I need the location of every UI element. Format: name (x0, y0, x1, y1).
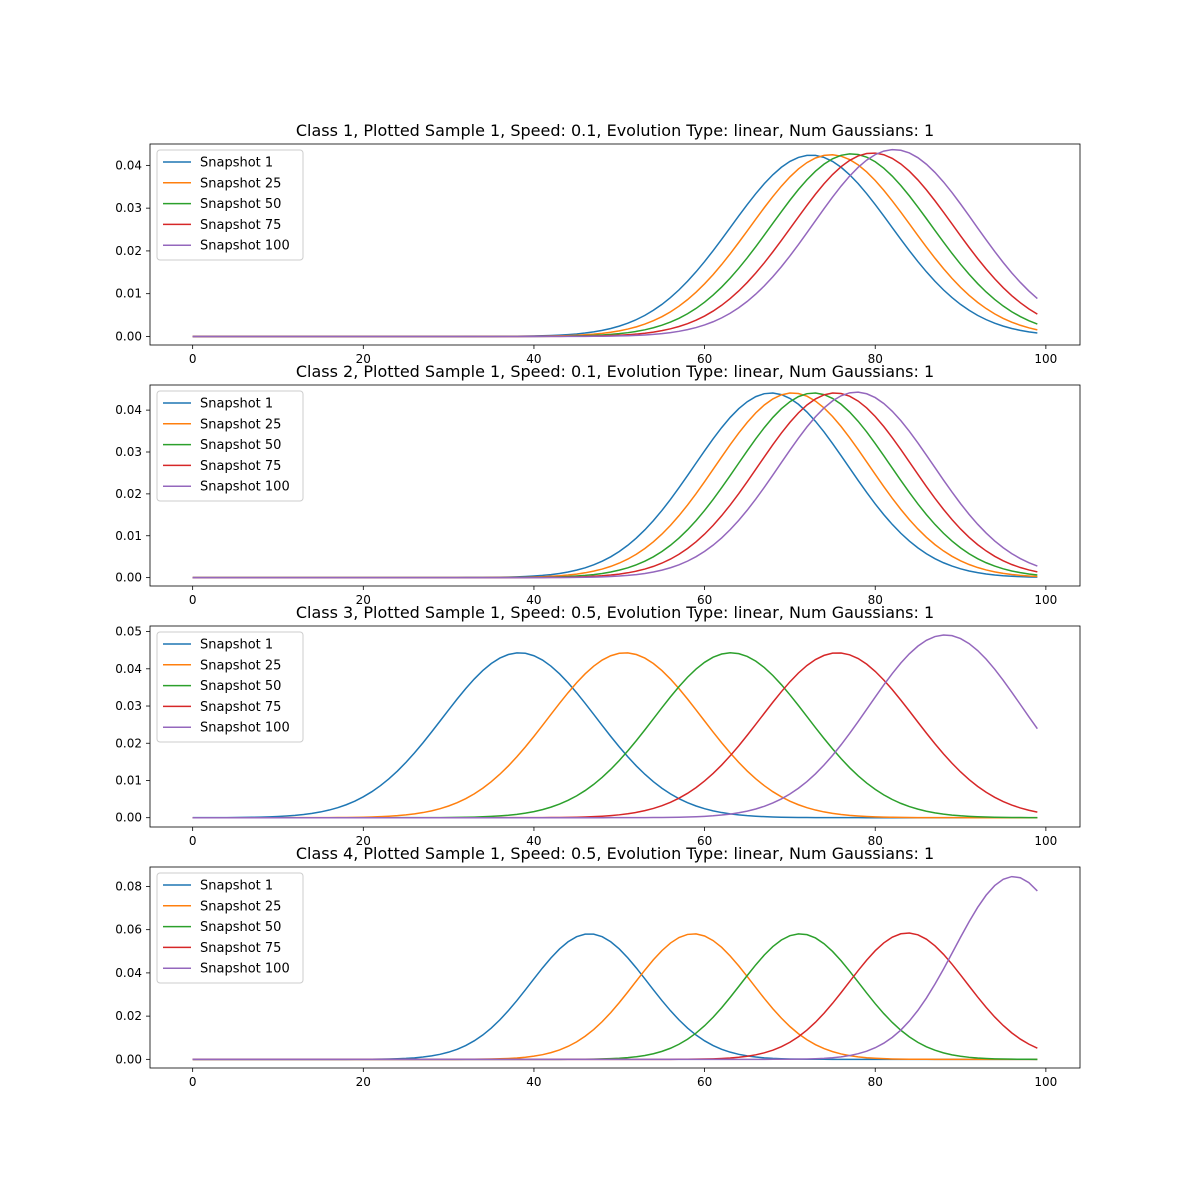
legend-label: Snapshot 25 (200, 658, 281, 673)
legend-label: Snapshot 1 (200, 638, 273, 653)
legend-box (156, 872, 304, 984)
y-tick-label: 0.01 (115, 773, 142, 787)
x-tick-label: 0 (189, 593, 197, 607)
x-tick-label: 40 (526, 834, 541, 848)
legend-label: Snapshot 75 (200, 700, 281, 715)
y-tick-label: 0.02 (115, 244, 142, 258)
legend-label: Snapshot 50 (200, 920, 281, 935)
axes-frame (149, 866, 1081, 1069)
legend-label: Snapshot 50 (200, 197, 281, 212)
x-tick-label: 0 (189, 834, 197, 848)
legend-box (156, 390, 304, 502)
axes-frame (149, 625, 1081, 828)
legend-label: Snapshot 100 (200, 480, 290, 495)
x-tick-label: 0 (189, 352, 197, 366)
x-tick-label: 100 (1034, 834, 1057, 848)
chart-panel-2: Class 2, Plotted Sample 1, Speed: 0.1, E… (115, 362, 1081, 607)
legend-label: Snapshot 75 (200, 218, 281, 233)
y-tick-label: 0.00 (115, 571, 142, 585)
legend-label: Snapshot 100 (200, 721, 290, 736)
y-tick-label: 0.00 (115, 1052, 142, 1066)
legend-label: Snapshot 1 (200, 156, 273, 171)
y-tick-label: 0.04 (115, 403, 142, 417)
series-line-5 (192, 391, 1038, 579)
x-tick-label: 100 (1034, 1075, 1057, 1089)
chart-title: Class 3, Plotted Sample 1, Speed: 0.5, E… (296, 603, 934, 622)
x-tick-label: 80 (868, 1075, 883, 1089)
legend: Snapshot 1 Snapshot 25 Snapshot 50 Snapshot… (156, 149, 304, 261)
x-tick-label: 20 (356, 834, 371, 848)
chart-panel-4: Class 4, Plotted Sample 1, Speed: 0.5, E… (115, 844, 1081, 1089)
legend: Snapshot 1 Snapshot 25 Snapshot 50 Snapshot… (156, 872, 304, 984)
legend-label: Snapshot 25 (200, 417, 281, 432)
x-tick-label: 20 (356, 593, 371, 607)
x-tick-label: 40 (526, 352, 541, 366)
x-tick-label: 80 (868, 352, 883, 366)
x-tick-label: 80 (868, 593, 883, 607)
legend-label: Snapshot 100 (200, 239, 290, 254)
series-line-5 (192, 875, 1038, 1061)
y-tick-label: 0.02 (115, 487, 142, 501)
y-tick-label: 0.00 (115, 811, 142, 825)
y-tick-label: 0.06 (115, 923, 142, 937)
y-tick-label: 0.05 (115, 625, 142, 639)
y-tick-label: 0.08 (115, 879, 142, 893)
legend-box (156, 149, 304, 261)
x-tick-label: 40 (526, 1075, 541, 1089)
chart-panel-1: Class 1, Plotted Sample 1, Speed: 0.1, E… (115, 121, 1081, 366)
y-tick-label: 0.02 (115, 1009, 142, 1023)
legend-box (156, 631, 304, 743)
chart-panel-3: Class 3, Plotted Sample 1, Speed: 0.5, E… (115, 603, 1081, 848)
legend-label: Snapshot 50 (200, 679, 281, 694)
x-tick-label: 60 (697, 352, 712, 366)
legend-label: Snapshot 1 (200, 879, 273, 894)
chart-title: Class 2, Plotted Sample 1, Speed: 0.1, E… (296, 362, 934, 381)
x-tick-label: 60 (697, 593, 712, 607)
y-tick-label: 0.02 (115, 736, 142, 750)
legend-label: Snapshot 75 (200, 459, 281, 474)
x-tick-label: 100 (1034, 593, 1057, 607)
y-tick-label: 0.00 (115, 329, 142, 343)
y-tick-label: 0.04 (115, 662, 142, 676)
chart-title: Class 1, Plotted Sample 1, Speed: 0.1, E… (296, 121, 934, 140)
legend-label: Snapshot 25 (200, 176, 281, 191)
legend-label: Snapshot 75 (200, 941, 281, 956)
series-line-5 (192, 148, 1038, 338)
x-tick-label: 40 (526, 593, 541, 607)
legend-label: Snapshot 100 (200, 962, 290, 977)
y-tick-label: 0.04 (115, 158, 142, 172)
legend: Snapshot 1 Snapshot 25 Snapshot 50 Snapshot… (156, 390, 304, 502)
y-tick-label: 0.03 (115, 201, 142, 215)
x-tick-label: 60 (697, 1075, 712, 1089)
x-tick-label: 60 (697, 834, 712, 848)
chart-title: Class 4, Plotted Sample 1, Speed: 0.5, E… (296, 844, 934, 863)
x-tick-label: 100 (1034, 352, 1057, 366)
y-tick-label: 0.01 (115, 287, 142, 301)
x-tick-label: 80 (868, 834, 883, 848)
x-tick-label: 20 (356, 352, 371, 366)
legend-label: Snapshot 25 (200, 899, 281, 914)
x-tick-label: 20 (356, 1075, 371, 1089)
y-tick-label: 0.04 (115, 966, 142, 980)
x-tick-label: 0 (189, 1075, 197, 1089)
series-line-5 (192, 634, 1038, 819)
legend-label: Snapshot 1 (200, 397, 273, 412)
legend: Snapshot 1 Snapshot 25 Snapshot 50 Snapshot… (156, 631, 304, 743)
legend-label: Snapshot 50 (200, 438, 281, 453)
y-tick-label: 0.01 (115, 529, 142, 543)
y-tick-label: 0.03 (115, 699, 142, 713)
y-tick-label: 0.03 (115, 445, 142, 459)
